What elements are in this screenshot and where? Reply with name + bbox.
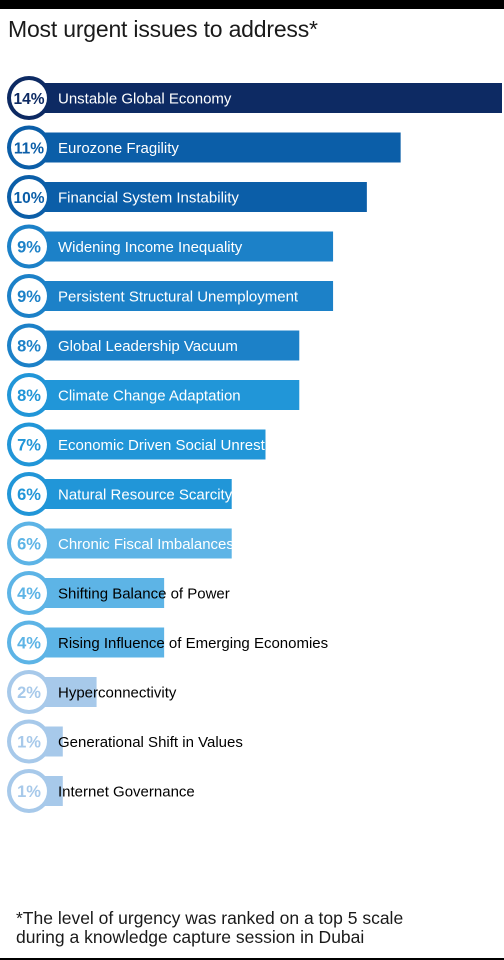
bar-row: 7% Economic Driven Social Unrest (7, 422, 266, 467)
bar-chart: 14% Unstable Global Economy 11% Eurozone Fr… (7, 76, 502, 813)
bar (29, 528, 232, 559)
value-label: 8% (17, 387, 41, 405)
value-badge (11, 80, 47, 116)
value-badge (11, 773, 47, 809)
value-badge (11, 129, 47, 166)
bar (29, 132, 401, 163)
bar-row: 1% Internet Governance (7, 769, 195, 813)
bar (29, 281, 334, 311)
bar (29, 429, 266, 460)
value-label: 10% (13, 190, 44, 207)
bottom-rule (0, 958, 504, 960)
category-label: Climate Change Adaptation (58, 388, 241, 405)
bar (29, 330, 300, 361)
value-badge (11, 179, 47, 215)
category-label: Chronic Fiscal Imbalances (58, 536, 234, 553)
category-label: Widening Income Inequality (58, 239, 243, 256)
bar-row: 8% Climate Change Adaptation (7, 373, 300, 417)
bar (29, 182, 367, 212)
footnote-line-2: during a knowledge capture session in Du… (16, 927, 365, 947)
value-badge (11, 674, 47, 710)
category-label: Natural Resource Scarcity (58, 487, 233, 504)
value-badge (11, 624, 47, 661)
value-label: 14% (13, 91, 44, 108)
category-label: Global Leadership Vacuum (58, 338, 238, 355)
bar-row: 4% Shifting Balance of Power (7, 571, 230, 615)
bar-row: 6% Chronic Fiscal Imbalances (7, 521, 234, 566)
bar-row: 2% Hyperconnectivity (7, 670, 177, 714)
value-label: 1% (17, 783, 41, 801)
bar-row: 10% Financial System Instability (7, 175, 367, 219)
footnote: *The level of urgency was ranked on a to… (16, 909, 403, 947)
bar (29, 627, 165, 658)
value-label: 6% (17, 536, 41, 554)
value-label: 7% (17, 437, 41, 455)
category-label: Shifting Balance of Power (58, 586, 230, 603)
bar-row: 11% Eurozone Fragility (7, 125, 401, 170)
bar-row: 6% Natural Resource Scarcity (7, 472, 233, 516)
bar (29, 380, 300, 410)
bar (29, 479, 232, 509)
value-badge (11, 575, 47, 611)
bar-row: 9% Persistent Structural Unemployment (7, 274, 334, 318)
value-label: 4% (17, 635, 41, 653)
bar-row: 9% Widening Income Inequality (7, 224, 334, 269)
value-label: 9% (17, 288, 41, 306)
value-label: 6% (17, 486, 41, 504)
value-badge (11, 426, 47, 463)
value-label: 4% (17, 585, 41, 603)
top-rule (0, 0, 504, 9)
category-label: Hyperconnectivity (58, 685, 177, 702)
value-badge (11, 723, 47, 760)
category-label: Rising Influence of Emerging Economies (58, 635, 328, 652)
bar (29, 83, 502, 113)
category-label: Internet Governance (58, 784, 195, 801)
value-badge (11, 377, 47, 413)
value-badge (11, 278, 47, 314)
value-label: 8% (17, 338, 41, 356)
footnote-line-1: *The level of urgency was ranked on a to… (16, 908, 404, 928)
category-label: Economic Driven Social Unrest (58, 437, 266, 454)
bar-row: 1% Generational Shift in Values (7, 719, 243, 764)
category-label: Financial System Instability (58, 190, 239, 207)
value-badge (11, 525, 47, 562)
bar (29, 231, 334, 262)
category-label: Persistent Structural Unemployment (58, 289, 299, 306)
chart-title: Most urgent issues to address* (8, 16, 318, 42)
value-label: 2% (17, 684, 41, 702)
value-label: 1% (17, 734, 41, 752)
bar-row: 4% Rising Influence of Emerging Economies (7, 620, 328, 665)
value-label: 11% (14, 141, 44, 158)
category-label: Generational Shift in Values (58, 734, 243, 751)
bar (29, 578, 165, 608)
bar-row: 14% Unstable Global Economy (7, 76, 502, 120)
bar-row: 8% Global Leadership Vacuum (7, 323, 300, 368)
value-label: 9% (17, 239, 41, 257)
category-label: Eurozone Fragility (58, 140, 179, 157)
value-badge (11, 476, 47, 512)
value-badge (11, 327, 47, 364)
category-label: Unstable Global Economy (58, 91, 232, 108)
value-badge (11, 228, 47, 265)
